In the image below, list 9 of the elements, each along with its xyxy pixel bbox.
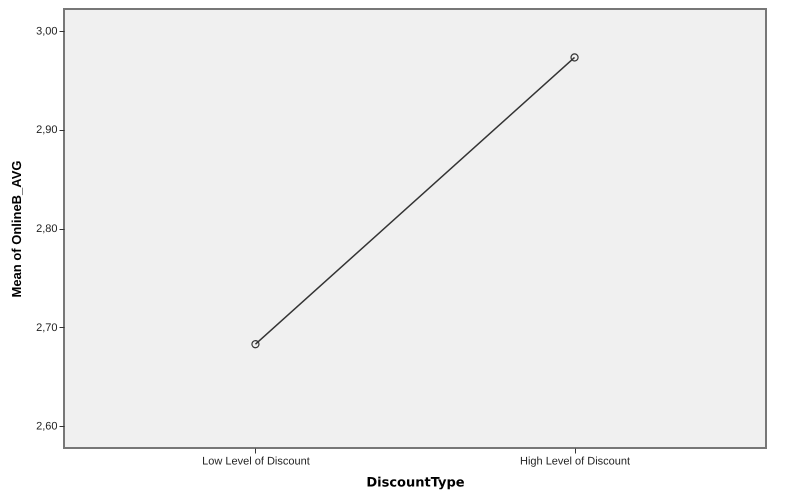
y-tick-label: 3,00 — [36, 25, 58, 38]
y-tick-label: 2,70 — [36, 322, 58, 334]
y-axis-title: Mean of OnlineB_AVG — [9, 160, 24, 298]
x-axis-title: DiscountType — [366, 476, 465, 490]
y-tick-label: 2,60 — [36, 420, 58, 433]
x-tick-label: Low Level of Discount — [202, 456, 310, 468]
y-tick-label: 2,80 — [36, 223, 58, 235]
x-tick-label: High Level of Discount — [520, 456, 630, 468]
y-tick-label: 2,90 — [36, 124, 58, 136]
